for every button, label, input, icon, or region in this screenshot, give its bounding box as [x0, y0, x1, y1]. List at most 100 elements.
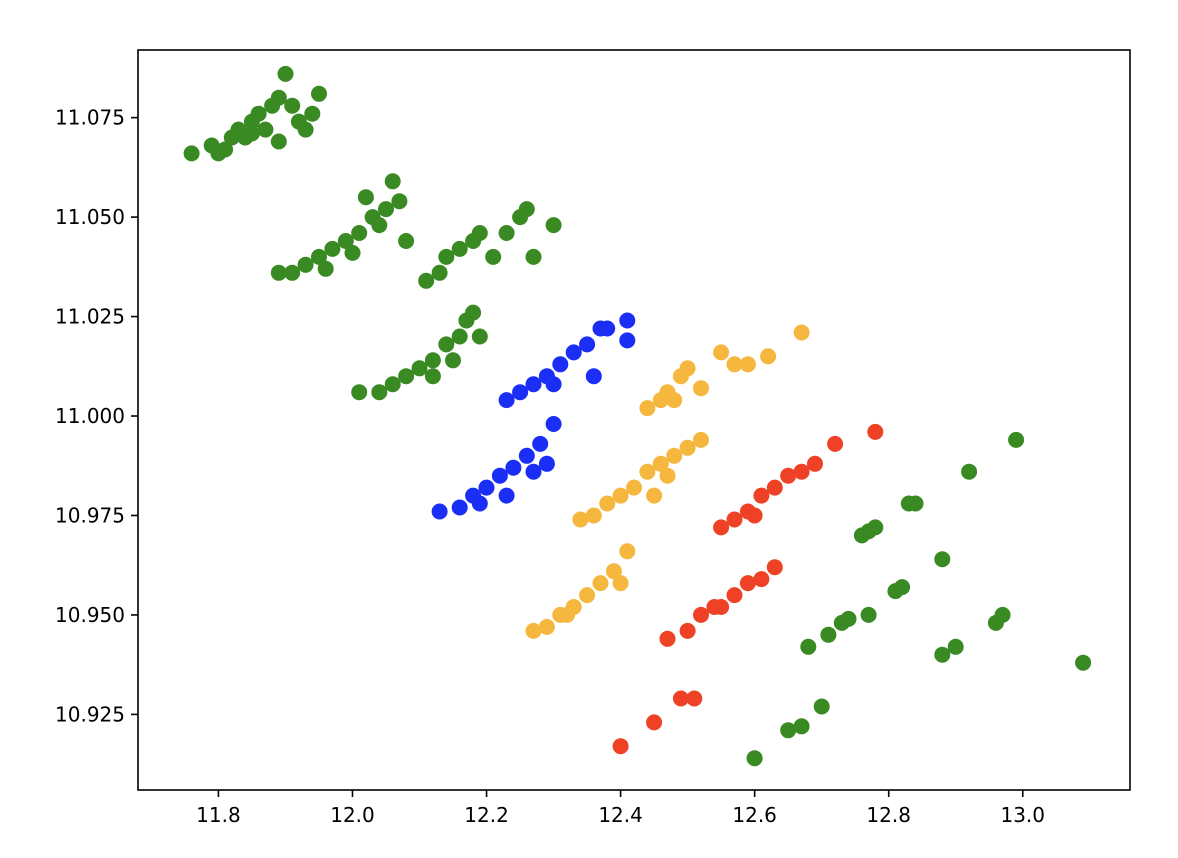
data-point [753, 571, 770, 588]
data-point [626, 479, 642, 496]
data-point [337, 233, 354, 249]
data-point [451, 328, 468, 345]
data-point [217, 141, 234, 158]
data-point [277, 65, 294, 82]
data-point [284, 97, 301, 114]
data-point [619, 312, 636, 329]
data-point [384, 173, 401, 190]
data-point [760, 348, 777, 365]
data-point [451, 499, 468, 516]
data-point [726, 356, 743, 373]
data-point [371, 384, 388, 401]
data-point [585, 368, 602, 385]
data-point [1008, 431, 1025, 448]
data-point [391, 193, 408, 210]
data-point [612, 575, 629, 592]
data-point [686, 690, 703, 707]
data-point [994, 606, 1011, 623]
data-point [947, 638, 964, 655]
data-point [451, 240, 468, 257]
data-point [599, 320, 616, 337]
data-point [679, 360, 696, 377]
data-point [739, 356, 756, 373]
data-point [666, 392, 683, 409]
data-point [780, 467, 797, 484]
data-point [706, 599, 723, 615]
data-point [679, 622, 696, 639]
data-point [793, 463, 810, 480]
y-tick-label: 11.075 [55, 106, 125, 130]
x-tick-label: 11.8 [196, 803, 241, 827]
data-point [270, 133, 287, 150]
data-point [746, 507, 763, 524]
data-point [270, 89, 287, 106]
x-tick-label: 12.0 [330, 803, 375, 827]
data-point [471, 225, 488, 241]
data-point [659, 630, 676, 647]
y-axis: 10.925 10.950 10.975 11.000 11.025 11.050 11.0… [55, 106, 138, 726]
series-4 [746, 431, 1092, 767]
data-point [860, 523, 877, 540]
data-point [934, 551, 951, 568]
data-point [780, 722, 797, 739]
data-point [311, 85, 327, 102]
data-point [807, 455, 823, 472]
data-point [344, 244, 361, 261]
data-point [297, 256, 314, 273]
data-point [351, 384, 368, 401]
x-tick-label: 13.0 [1000, 803, 1045, 827]
data-point [491, 467, 508, 484]
y-tick-label: 10.925 [55, 702, 125, 726]
data-point [666, 447, 683, 464]
data-point [424, 368, 441, 385]
data-point [693, 431, 709, 448]
data-point [518, 201, 535, 218]
y-tick-label: 10.975 [55, 503, 125, 527]
y-tick-label: 11.025 [55, 305, 125, 329]
data-point [357, 189, 374, 206]
data-point [311, 248, 327, 265]
data-point [545, 217, 562, 234]
data-point [766, 559, 783, 576]
data-point [679, 439, 696, 456]
data-point [639, 400, 656, 417]
data-point [713, 519, 730, 536]
data-point [398, 233, 415, 249]
data-point [961, 463, 978, 480]
data-point [518, 447, 535, 464]
data-point [498, 487, 515, 504]
x-tick-label: 12.2 [464, 803, 509, 827]
data-point [579, 587, 596, 604]
data-point [438, 248, 455, 265]
y-tick-label: 11.000 [55, 404, 125, 428]
data-point [585, 507, 602, 524]
data-point [525, 248, 542, 265]
data-point [545, 416, 562, 432]
data-point [538, 618, 555, 635]
data-point [378, 201, 394, 218]
data-point [739, 575, 756, 592]
data-point [827, 435, 844, 452]
data-point [257, 121, 274, 138]
data-point [371, 217, 388, 234]
data-point [860, 606, 877, 623]
data-point [525, 622, 542, 639]
y-tick-label: 10.950 [55, 603, 125, 627]
data-point [713, 344, 730, 361]
data-point [465, 304, 482, 321]
data-point [907, 495, 924, 512]
data-point [833, 614, 850, 631]
data-point [1075, 654, 1092, 671]
points-layer [183, 65, 1092, 767]
data-point [605, 563, 622, 580]
data-point [619, 543, 636, 560]
data-point [525, 463, 542, 480]
data-point [652, 455, 669, 472]
x-axis: 11.8 12.0 12.2 12.4 12.6 12.8 13.0 [196, 790, 1045, 827]
y-tick-label: 11.050 [55, 205, 125, 229]
data-point [619, 332, 636, 349]
data-point [297, 121, 314, 138]
data-point [498, 392, 515, 409]
data-point [532, 435, 549, 452]
